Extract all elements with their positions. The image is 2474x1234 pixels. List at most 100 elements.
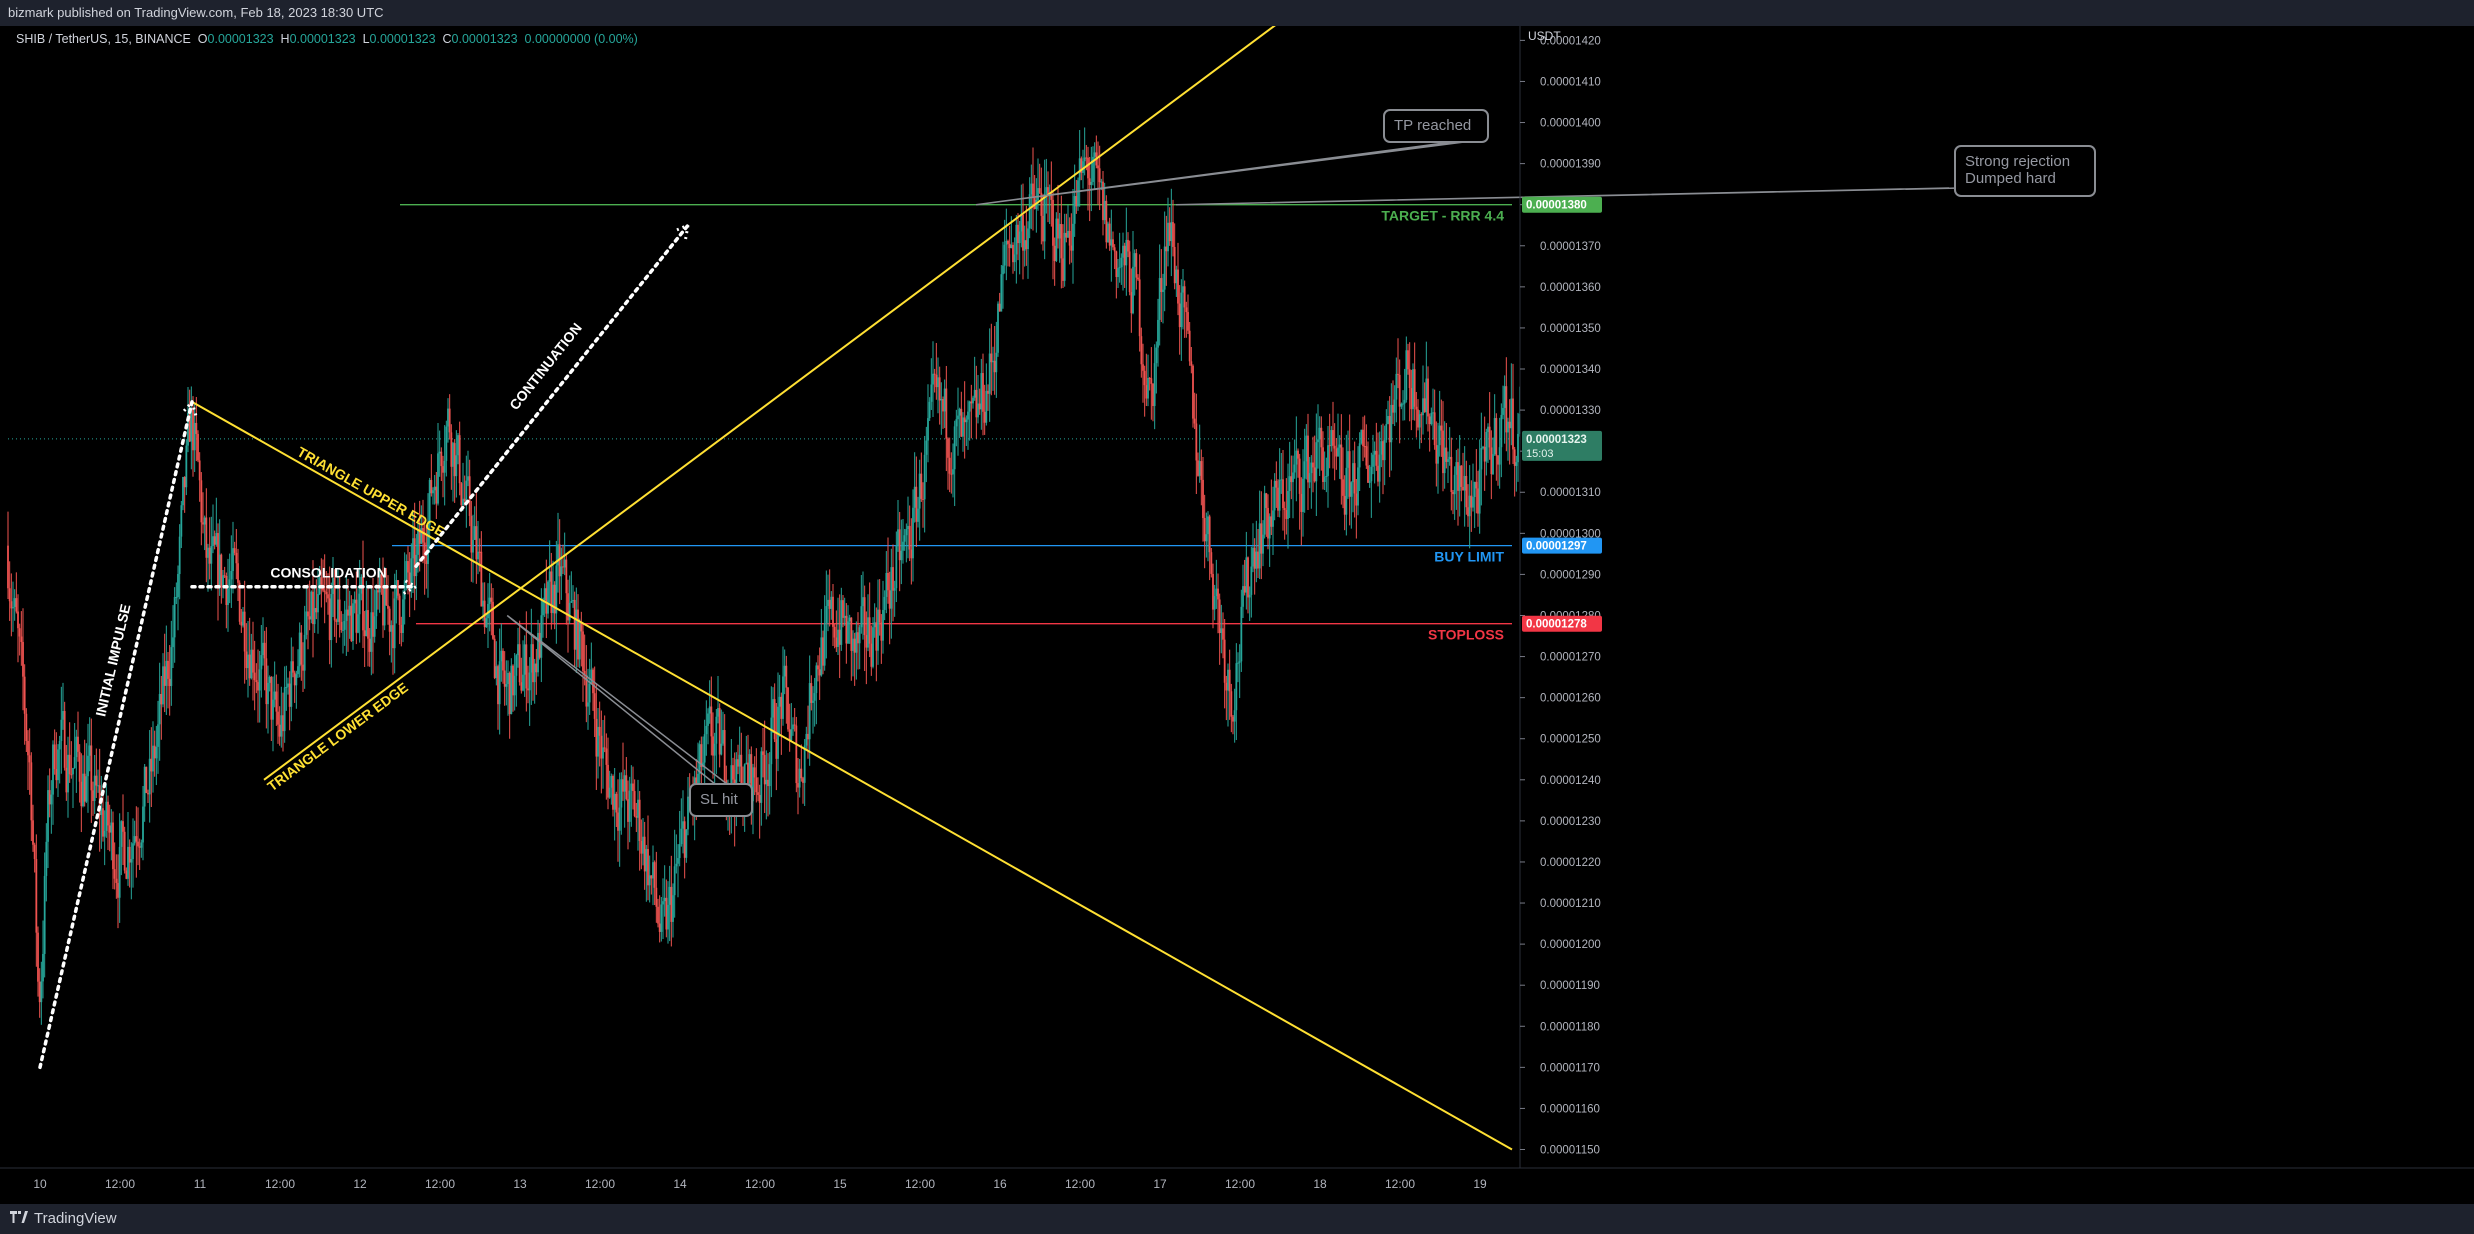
low-label: L <box>362 32 370 46</box>
tp-reached-callout[interactable]: TP reached <box>975 109 1489 206</box>
candle-body <box>1373 450 1376 455</box>
candle-body <box>152 745 154 772</box>
candle-body <box>832 596 834 627</box>
candle-body <box>590 669 593 684</box>
current-price-tag <box>1522 430 1602 461</box>
candle-body <box>1375 450 1378 466</box>
candle-body <box>213 536 216 545</box>
candle-body <box>1292 472 1294 483</box>
candle-body <box>212 536 214 547</box>
candle-body <box>1237 662 1239 664</box>
candle-body <box>602 747 604 759</box>
footer-brand[interactable]: TradingView <box>34 1210 117 1227</box>
candle-body <box>1408 369 1411 389</box>
candle-body <box>1310 462 1313 474</box>
candle-body <box>490 597 493 602</box>
candle-body <box>808 683 811 740</box>
candle-body <box>72 768 74 775</box>
candle-body <box>423 542 426 561</box>
candle-body <box>282 715 284 732</box>
price-tick-label: 0.00001420 <box>1540 35 1601 47</box>
candle-body <box>865 635 868 648</box>
candle-body <box>683 821 686 858</box>
continuation-path[interactable] <box>414 223 690 568</box>
candle-body <box>1065 232 1068 238</box>
candle-body <box>227 588 229 605</box>
candle-body <box>802 778 804 783</box>
candle-body <box>25 713 28 742</box>
candle-body <box>1477 488 1479 514</box>
initial-impulse-path[interactable] <box>38 400 194 1070</box>
price-tick-label: 0.00001190 <box>1540 980 1600 992</box>
time-tick-label: 12:00 <box>585 1177 615 1191</box>
candle-body <box>182 476 184 506</box>
candle-body <box>848 617 851 622</box>
candle-body <box>1338 444 1341 448</box>
candle-body <box>837 629 839 647</box>
candle-body <box>197 433 199 461</box>
candle-body <box>383 586 386 626</box>
candle-body <box>1253 547 1256 569</box>
price-tick-label: 0.00001410 <box>1540 76 1601 88</box>
candle-body <box>813 693 816 701</box>
time-tick-label: 16 <box>993 1177 1007 1191</box>
candle-body <box>92 790 94 801</box>
candle-body <box>1483 446 1486 462</box>
price-tick-label: 0.00001230 <box>1540 816 1601 828</box>
triangle-upper-line[interactable] <box>191 401 1513 1151</box>
candle-body <box>458 435 461 484</box>
candle-body <box>682 821 684 829</box>
candle-body <box>1047 187 1049 196</box>
footer-bar: TradingView <box>0 1204 2474 1234</box>
candle-body <box>655 887 658 907</box>
candle-body <box>1450 456 1453 492</box>
candle-body <box>1277 487 1279 511</box>
candle-body <box>1010 244 1013 249</box>
candle-body <box>795 725 798 784</box>
candle-body <box>167 660 169 679</box>
sl-hit-callout[interactable]: SL hit <box>506 614 753 817</box>
candle-body <box>480 551 483 607</box>
candle-body <box>435 486 438 504</box>
candle-body <box>1365 446 1368 466</box>
candle-body <box>38 981 41 1003</box>
candle-body <box>1232 716 1234 722</box>
candle-body <box>738 754 741 767</box>
candle-body <box>985 390 988 423</box>
candle-body <box>273 691 276 700</box>
candle-body <box>643 836 646 872</box>
candle-body <box>1368 481 1371 483</box>
candle-body <box>1260 523 1263 554</box>
close-label: C <box>442 32 452 46</box>
candle-body <box>787 687 789 730</box>
candle-body <box>792 724 794 730</box>
stoploss-tag-label: 0.00001278 <box>1526 619 1587 631</box>
candle-body <box>178 536 181 575</box>
triangle-lower-line[interactable] <box>263 26 1288 781</box>
candle-body <box>1318 427 1321 440</box>
candle-body <box>193 422 196 451</box>
candle-body <box>1198 461 1201 476</box>
candle-body <box>63 711 66 768</box>
candle-body <box>393 598 396 649</box>
candle-body <box>1160 278 1163 293</box>
candle-body <box>430 479 433 494</box>
candle-body <box>365 610 368 637</box>
candle-body <box>1140 336 1143 365</box>
price-tick-label: 0.00001210 <box>1540 898 1601 910</box>
candle-body <box>1230 691 1233 717</box>
candle-body <box>563 559 566 568</box>
candle-body <box>645 849 648 872</box>
high-label: H <box>280 32 290 46</box>
candle-body <box>950 473 953 475</box>
candle-body <box>1275 480 1278 488</box>
candle-body <box>455 455 458 477</box>
tradingview-logo-icon[interactable] <box>10 1204 28 1234</box>
candle-body <box>1313 467 1316 482</box>
candle-body <box>82 773 84 807</box>
candle-body <box>67 754 69 793</box>
candle-body <box>485 618 488 628</box>
